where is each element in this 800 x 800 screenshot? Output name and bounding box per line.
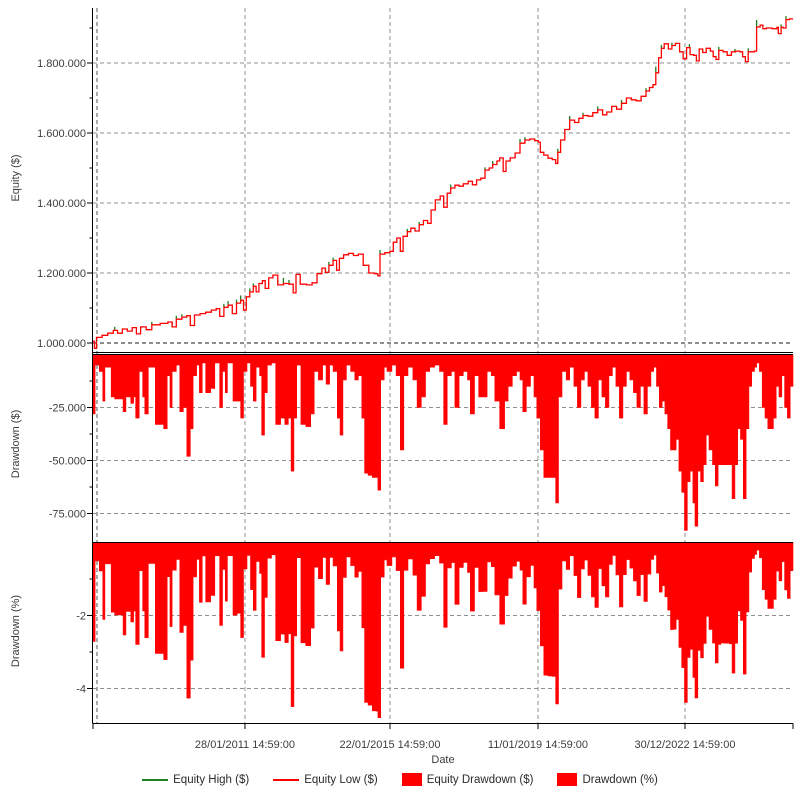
legend-item-equity-high: Equity High ($) [142,774,249,786]
chart-legend: Equity High ($) Equity Low ($) Equity Dr… [0,773,800,786]
svg-text:1.600.000: 1.600.000 [37,128,86,140]
legend-label: Drawdown (%) [582,773,658,786]
svg-text:28/01/2011 14:59:00: 28/01/2011 14:59:00 [195,739,295,751]
legend-label: Equity Low ($) [304,773,378,786]
drawdown-pct-box-swatch-icon [557,773,578,786]
equity-drawdown-box-swatch-icon [401,773,422,786]
legend-item-equity-low: Equity Low ($) [273,774,378,786]
legend-label: Equity Drawdown ($) [426,773,534,786]
legend-item-equity-drawdown: Equity Drawdown ($) [401,773,534,786]
svg-text:30/12/2022 14:59:00: 30/12/2022 14:59:00 [635,739,736,751]
svg-text:1.000.000: 1.000.000 [37,338,86,350]
svg-text:1.400.000: 1.400.000 [37,198,86,210]
drawdown-pct-axis-title: Drawdown (%) [10,594,22,668]
svg-text:-25.000: -25.000 [49,403,86,415]
svg-text:-2: -2 [76,611,86,623]
equity-low-line-swatch-icon [273,778,300,781]
svg-text:11/01/2019 14:59:00: 11/01/2019 14:59:00 [488,739,588,751]
date-axis-title: Date [431,754,455,766]
svg-text:-4: -4 [76,684,86,696]
legend-label: Equity High ($) [173,773,250,786]
svg-text:-50.000: -50.000 [49,456,86,468]
equity-high-line-swatch-icon [142,778,169,781]
legend-item-drawdown-pct: Drawdown (%) [557,773,658,786]
svg-text:22/01/2015 14:59:00: 22/01/2015 14:59:00 [340,739,441,751]
equity-axis-title: Equity ($) [10,154,22,202]
svg-text:1.200.000: 1.200.000 [37,268,86,280]
svg-text:-75.000: -75.000 [49,509,86,521]
svg-text:1.800.000: 1.800.000 [37,58,86,70]
